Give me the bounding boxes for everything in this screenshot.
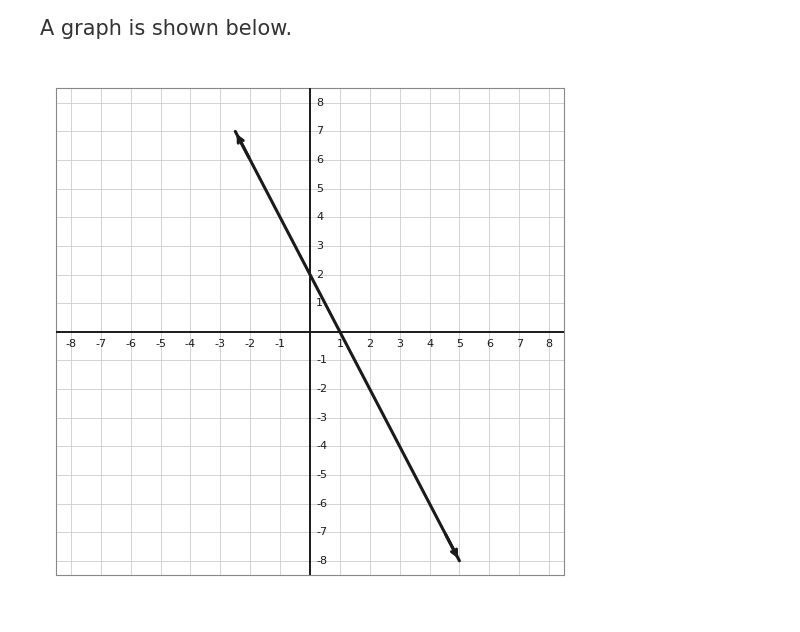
Text: -3: -3 — [215, 339, 226, 349]
Text: -3: -3 — [316, 413, 327, 423]
Text: 1: 1 — [336, 339, 343, 349]
Text: 4: 4 — [426, 339, 433, 349]
Text: -6: -6 — [126, 339, 136, 349]
Text: 2: 2 — [366, 339, 374, 349]
Text: -6: -6 — [316, 499, 327, 509]
Text: A graph is shown below.: A graph is shown below. — [40, 19, 292, 39]
Text: 4: 4 — [316, 212, 323, 222]
Text: 5: 5 — [316, 184, 323, 193]
Text: -2: -2 — [245, 339, 256, 349]
Text: 1: 1 — [316, 298, 323, 308]
Text: -5: -5 — [316, 470, 327, 480]
Text: 7: 7 — [516, 339, 522, 349]
Text: -4: -4 — [316, 441, 327, 451]
Text: 8: 8 — [316, 98, 323, 108]
Text: 6: 6 — [316, 155, 323, 165]
Text: -4: -4 — [185, 339, 196, 349]
Text: -7: -7 — [316, 527, 327, 537]
Text: 2: 2 — [316, 270, 323, 279]
Text: 7: 7 — [316, 126, 323, 137]
Text: -8: -8 — [316, 556, 327, 566]
Text: -8: -8 — [66, 339, 77, 349]
Text: 6: 6 — [486, 339, 493, 349]
Text: -1: -1 — [316, 355, 327, 365]
Text: 8: 8 — [546, 339, 553, 349]
Text: -5: -5 — [155, 339, 166, 349]
Text: -7: -7 — [95, 339, 106, 349]
Text: 3: 3 — [396, 339, 403, 349]
Text: -2: -2 — [316, 384, 327, 394]
Text: 3: 3 — [316, 241, 323, 251]
Text: 5: 5 — [456, 339, 463, 349]
Text: -1: -1 — [274, 339, 286, 349]
